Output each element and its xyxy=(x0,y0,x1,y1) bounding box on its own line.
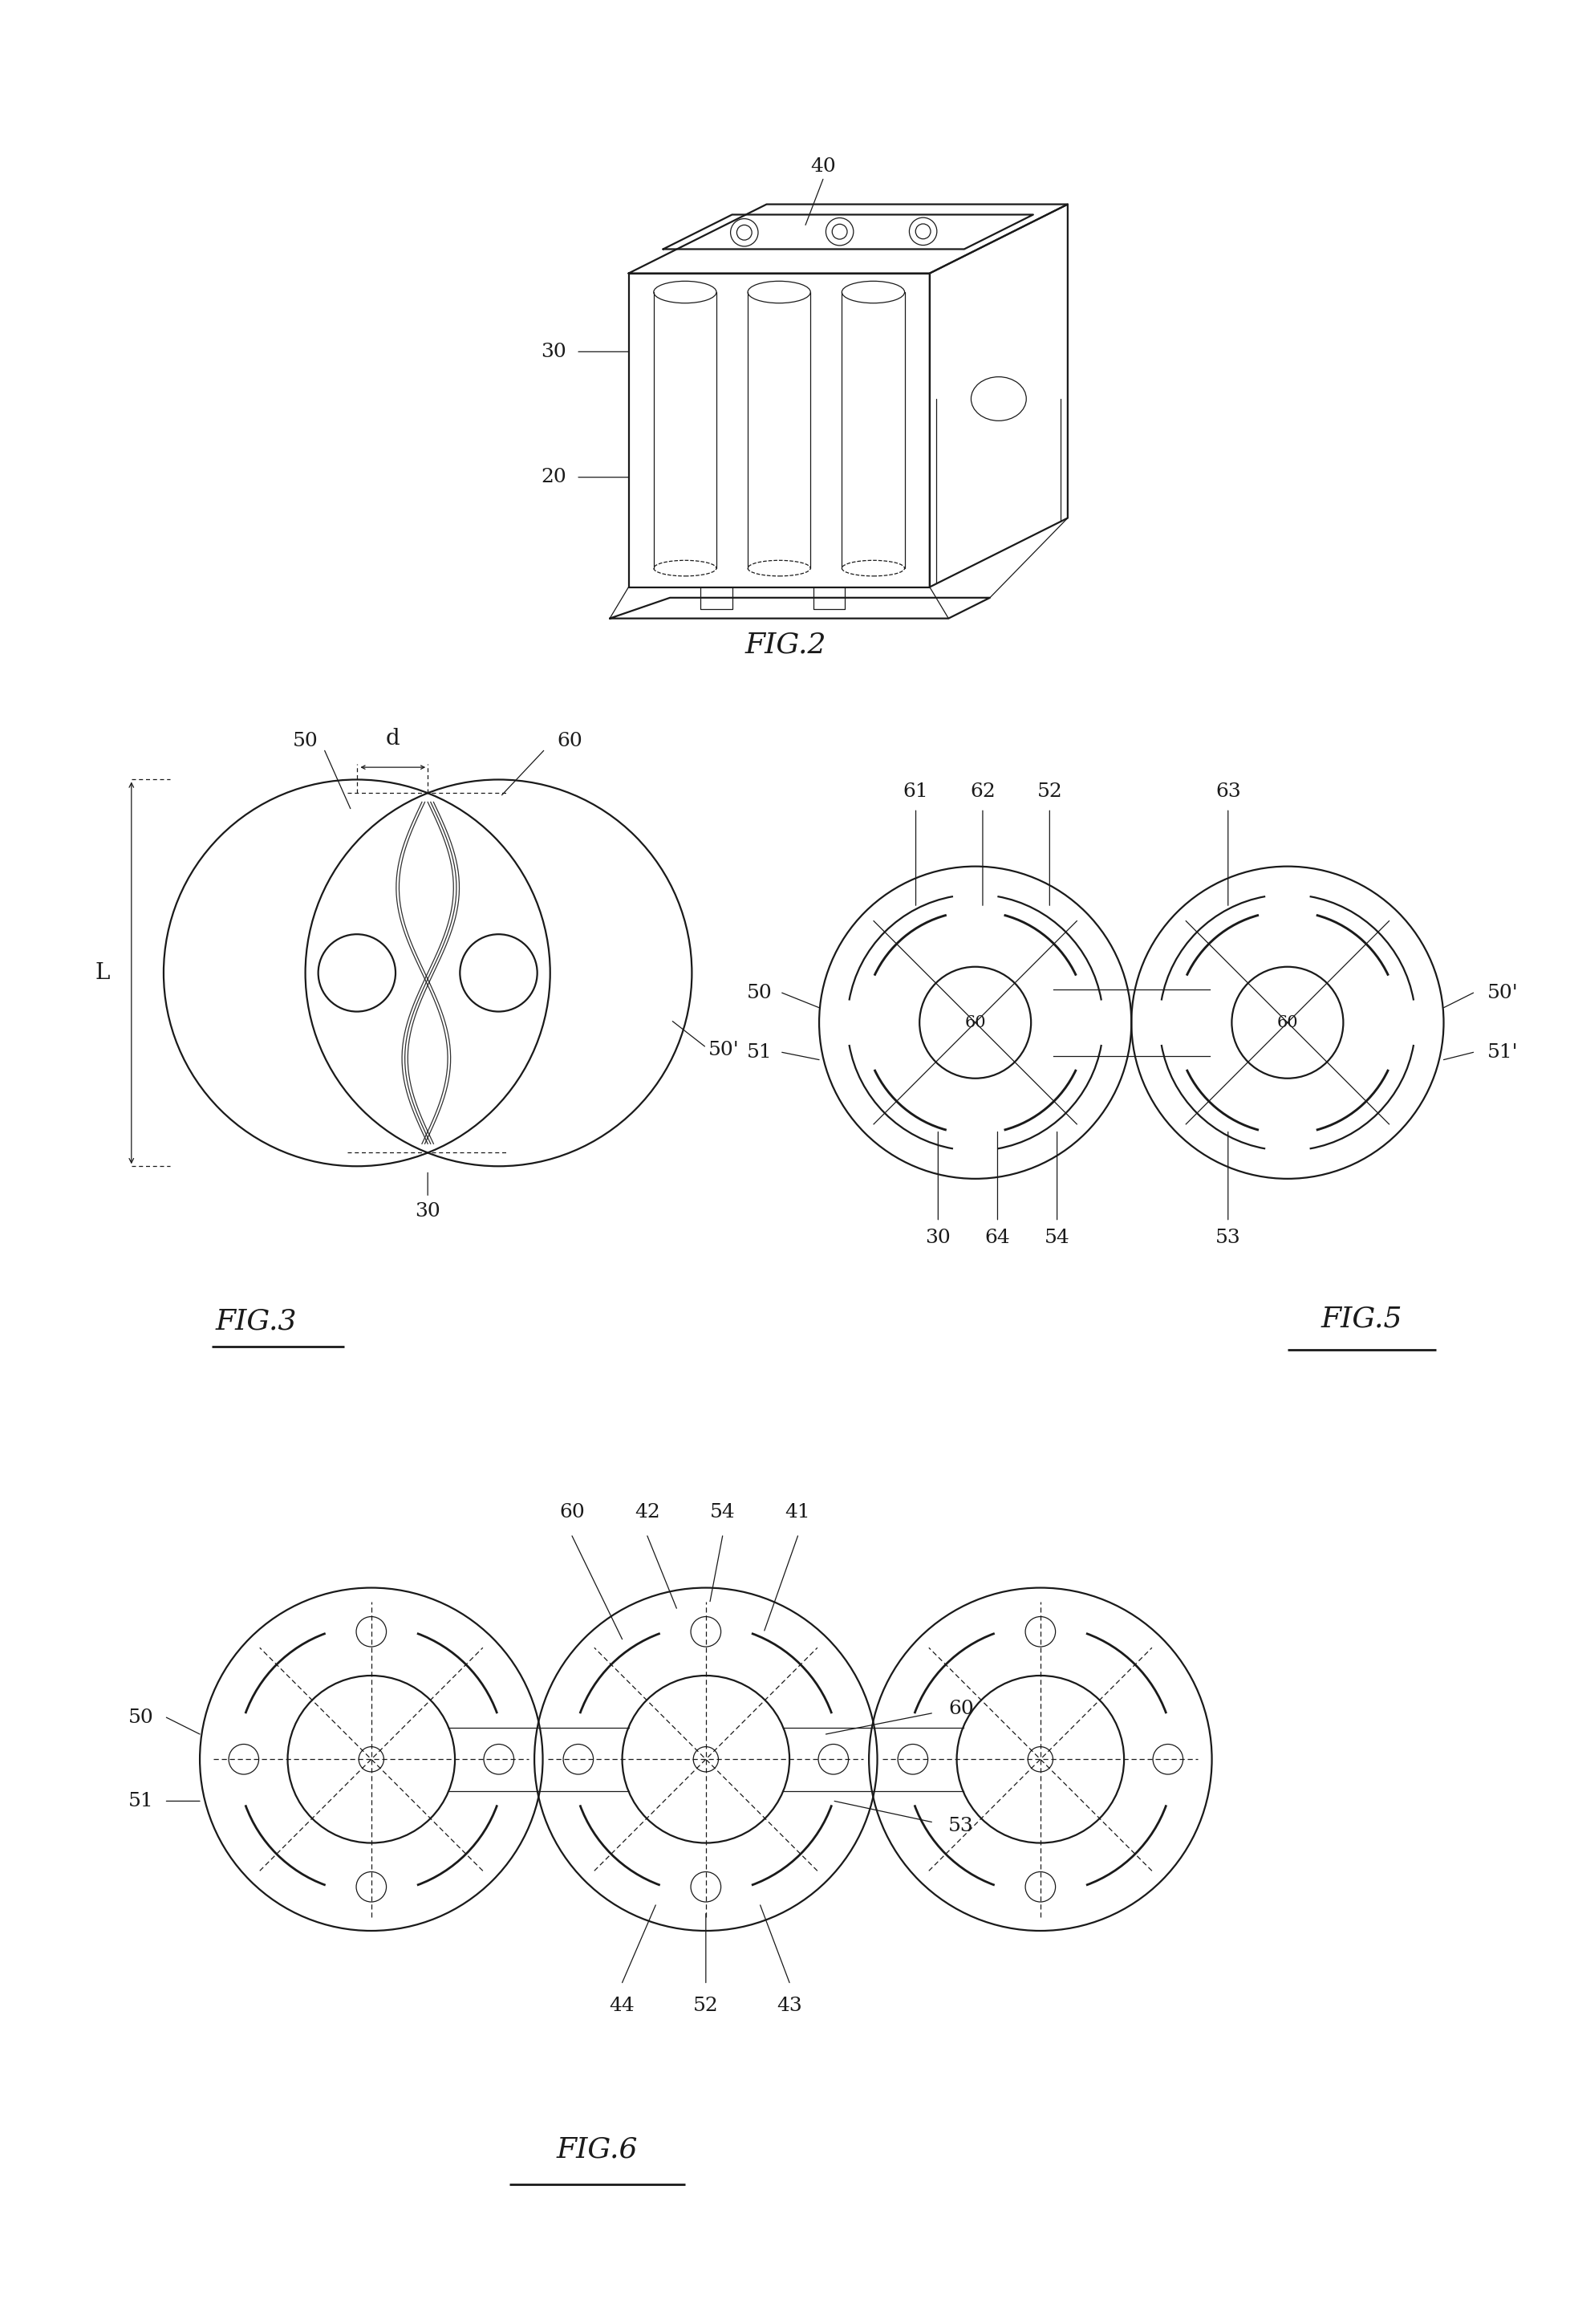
Text: 50': 50' xyxy=(1487,983,1518,1002)
Text: 53: 53 xyxy=(948,1817,973,1836)
Text: 63: 63 xyxy=(1215,783,1240,802)
Text: 60: 60 xyxy=(559,1504,584,1522)
Text: 41: 41 xyxy=(785,1504,810,1522)
Text: 60: 60 xyxy=(948,1699,973,1717)
Text: 52: 52 xyxy=(692,1996,717,2015)
Text: 51: 51 xyxy=(129,1792,154,1810)
Text: 51': 51' xyxy=(1487,1043,1518,1062)
Text: FIG.3: FIG.3 xyxy=(215,1308,297,1336)
Text: 44: 44 xyxy=(609,1996,634,2015)
Text: 50: 50 xyxy=(747,983,772,1002)
Text: 60: 60 xyxy=(964,1016,986,1030)
Text: d: d xyxy=(385,727,399,748)
Text: 50: 50 xyxy=(129,1708,154,1727)
Text: 62: 62 xyxy=(969,783,995,802)
Text: 50': 50' xyxy=(708,1041,739,1060)
Text: 40: 40 xyxy=(810,158,835,177)
Text: 20: 20 xyxy=(540,467,565,486)
Text: 30: 30 xyxy=(540,342,565,360)
Text: 42: 42 xyxy=(634,1504,659,1522)
Text: 64: 64 xyxy=(984,1229,1010,1248)
Text: 60: 60 xyxy=(1276,1016,1297,1030)
Text: FIG.2: FIG.2 xyxy=(744,632,826,658)
Text: FIG.6: FIG.6 xyxy=(556,2136,637,2164)
Text: 52: 52 xyxy=(1036,783,1061,802)
Text: 30: 30 xyxy=(414,1202,440,1220)
Text: 43: 43 xyxy=(776,1996,802,2015)
Text: 30: 30 xyxy=(925,1229,950,1248)
Text: FIG.5: FIG.5 xyxy=(1320,1306,1402,1332)
Text: 51: 51 xyxy=(747,1043,772,1062)
Text: L: L xyxy=(96,962,110,983)
Text: 53: 53 xyxy=(1215,1229,1240,1248)
Text: 60: 60 xyxy=(556,732,582,751)
Text: 50: 50 xyxy=(292,732,317,751)
Text: 61: 61 xyxy=(903,783,928,802)
Text: 54: 54 xyxy=(1044,1229,1069,1248)
Text: 54: 54 xyxy=(710,1504,735,1522)
